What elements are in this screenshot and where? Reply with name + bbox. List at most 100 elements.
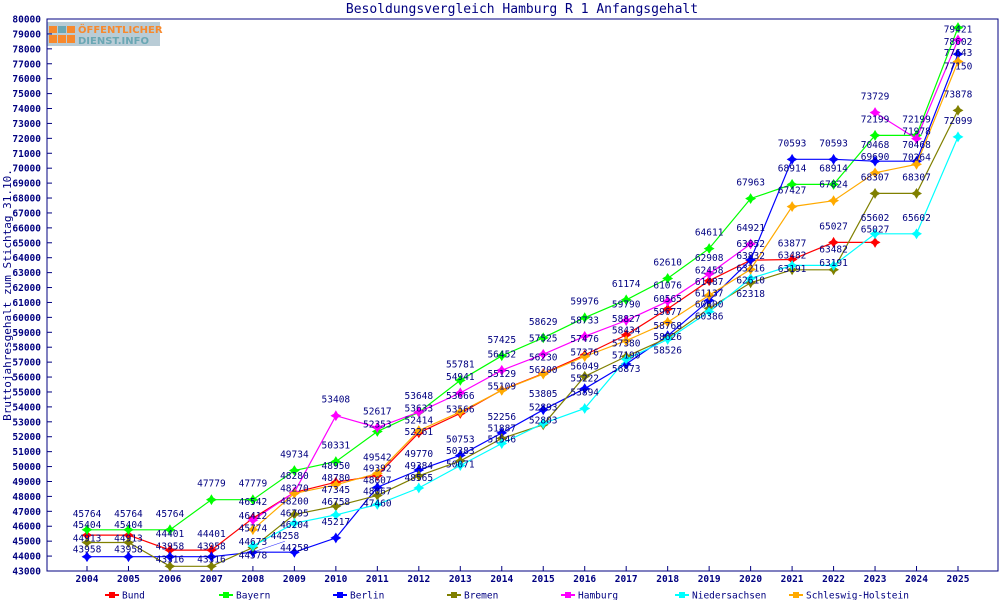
data-point-niedersachsen [413, 482, 425, 494]
data-label-bremen: 63191 [778, 264, 807, 275]
data-point-berlin [745, 254, 757, 266]
chart-title: Besoldungsvergleich Hamburg R 1 Anfangsg… [346, 2, 698, 17]
data-point-bremen [288, 508, 300, 520]
data-label-bremen: 50383 [446, 446, 475, 457]
data-label-hamburg: 53648 [405, 391, 434, 402]
legend-label: Bund [122, 591, 145, 600]
data-point-bund [205, 544, 217, 556]
data-point-hamburg [413, 406, 425, 418]
data-label-hamburg: 46412 [239, 511, 268, 522]
y-axis: 43000 44000 45000 46000 47000 48000 49000 50000… [12, 15, 52, 578]
legend-label: Schleswig-Holstein [806, 591, 909, 600]
data-label-schleswig-holstein: 49542 [363, 452, 392, 463]
data-label-schleswig-holstein: 77150 [944, 62, 973, 73]
data-label-schleswig-holstein: 53666 [446, 391, 475, 402]
data-label-bund: 48270 [280, 483, 309, 494]
data-label-niedersachsen: 52893 [529, 402, 558, 413]
y-tick-label: 46000 [12, 522, 41, 533]
x-tick-label: 2006 [159, 574, 182, 585]
series-line-schleswig-holstein [252, 61, 959, 531]
data-point-hamburg [662, 295, 674, 307]
data-label-schleswig-holstein: 67824 [819, 180, 848, 191]
data-label-bayern: 47779 [197, 479, 226, 490]
x-tick-label: 2005 [117, 574, 140, 585]
data-point-schleswig-holstein [745, 263, 757, 275]
x-tick-label: 2021 [781, 574, 804, 585]
data-label-bremen: 44578 [239, 550, 268, 561]
data-label-niedersachsen: 62610 [736, 275, 765, 286]
data-label-bund: 45404 [114, 520, 143, 531]
data-label-niedersachsen: 57190 [612, 350, 641, 361]
data-label-schleswig-holstein: 57376 [570, 348, 599, 359]
data-label-bremen: 52803 [529, 416, 558, 427]
data-point-bremen [952, 104, 964, 116]
data-point-berlin [164, 551, 176, 563]
data-point-bremen [869, 187, 881, 199]
data-point-schleswig-holstein [911, 158, 922, 170]
data-label-bayern: 50331 [322, 441, 351, 452]
data-point-bayern [662, 272, 674, 284]
data-point-niedersachsen [579, 403, 591, 414]
legend-item-bund: Bund [105, 591, 145, 600]
y-tick-label: 75000 [12, 89, 41, 100]
y-tick-label: 59000 [12, 328, 41, 339]
legend-label: Berlin [350, 591, 384, 600]
data-label-niedersachsen: 53894 [570, 387, 599, 398]
series-line-niedersachsen [252, 136, 959, 547]
data-point-hamburg [620, 315, 632, 326]
logo: ÖFFENTLICHER DIENST.INFO [47, 22, 163, 47]
data-label-niedersachsen: 65602 [861, 213, 890, 224]
x-tick-label: 2009 [283, 574, 306, 585]
y-tick-label: 64000 [12, 253, 41, 264]
legend: Bund Bayern Berlin Bremen Hamburg Niedersachs… [105, 591, 909, 600]
data-point-schleswig-holstein [952, 56, 964, 67]
data-point-bayern [288, 465, 300, 476]
legend-item-bayern: Bayern [219, 591, 270, 600]
data-point-niedersachsen [952, 131, 964, 143]
data-label-schleswig-holstein: 70264 [902, 152, 931, 163]
data-label-bremen: 46795 [280, 508, 309, 519]
data-label-hamburg: 71978 [902, 127, 931, 138]
data-point-schleswig-holstein [413, 425, 425, 437]
y-tick-label: 70000 [12, 164, 41, 175]
data-point-niedersachsen [247, 540, 259, 552]
series-line-bremen [87, 110, 959, 567]
x-tick-label: 2025 [947, 574, 970, 585]
x-tick-label: 2016 [573, 574, 596, 585]
data-label-bayern: 57425 [487, 335, 516, 346]
data-label-bund: 58827 [612, 314, 641, 325]
y-tick-label: 43000 [12, 567, 41, 578]
y-tick-label: 53000 [12, 417, 41, 428]
legend-label: Bayern [236, 591, 270, 600]
data-label-hamburg: 53408 [322, 395, 351, 406]
data-label-bremen: 60600 [695, 299, 724, 310]
data-label-bayern: 67963 [736, 178, 765, 189]
data-point-berlin [81, 551, 93, 563]
y-tick-label: 51000 [12, 447, 41, 458]
legend-marker [679, 592, 685, 598]
data-point-bremen [371, 489, 383, 501]
data-label-bayern: 61174 [612, 279, 641, 290]
y-tick-label: 54000 [12, 402, 41, 413]
data-point-hamburg [247, 514, 259, 526]
data-label-bayern: 64611 [695, 228, 724, 239]
data-label-hamburg: 52617 [363, 407, 392, 418]
data-point-berlin [537, 404, 549, 416]
data-label-berlin: 70468 [861, 140, 890, 151]
data-label-berlin: 55222 [570, 374, 599, 385]
data-label-berlin: 52256 [487, 412, 516, 423]
data-label-berlin: 44258 [280, 543, 309, 554]
data-point-bayern [205, 494, 217, 506]
data-label-schleswig-holstein: 58434 [612, 326, 641, 337]
data-point-bund [869, 236, 881, 248]
x-tick-label: 2017 [615, 574, 638, 585]
x-tick-label: 2014 [490, 574, 513, 585]
logo-line2: DIENST.INFO [78, 36, 149, 47]
y-tick-label: 78000 [12, 44, 41, 55]
data-label-bayern: 45764 [73, 509, 102, 520]
data-label-niedersachsen: 72099 [944, 116, 973, 127]
legend-marker [793, 592, 799, 598]
data-point-schleswig-holstein [496, 384, 508, 396]
data-label-schleswig-holstein: 56200 [529, 365, 558, 376]
data-point-niedersachsen [869, 228, 881, 240]
